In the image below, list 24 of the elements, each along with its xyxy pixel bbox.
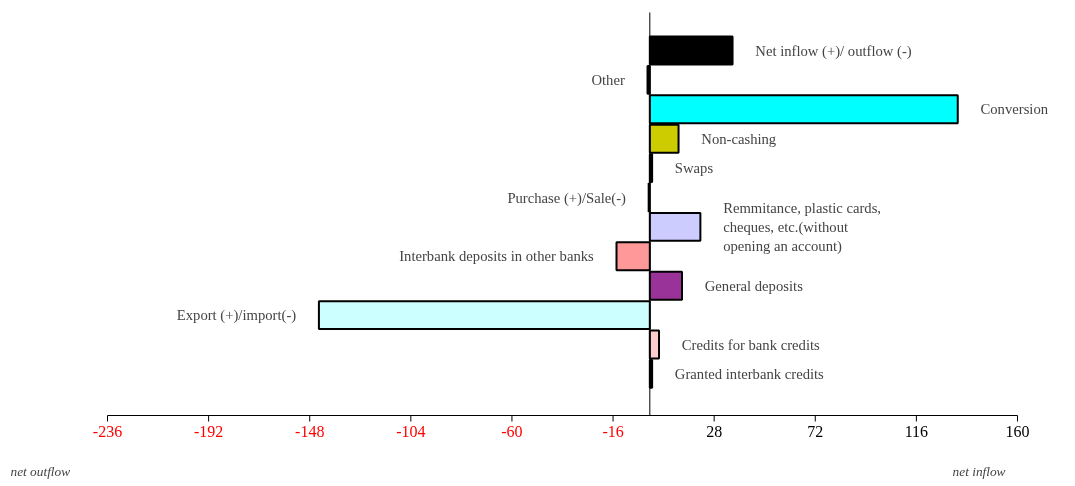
x-tick-label: -60 [501, 422, 523, 440]
text: net inflow [952, 463, 1006, 479]
y-tick-label: Credits for bank credits [681, 336, 821, 353]
x-tick-label: 160 [1005, 422, 1030, 440]
x-tick-label: 72 [807, 422, 824, 440]
x-tick-label: -148 [295, 422, 325, 440]
y-tick-label: Non-cashing [701, 130, 777, 147]
x-tick-label: 116 [904, 422, 929, 440]
y-tick-label: Other [591, 71, 625, 88]
x-tick-label: -236 [92, 422, 123, 440]
y-tick-label: Net inflow (+)/ outflow (-) [755, 42, 912, 60]
y-tick-label: Swaps [674, 160, 714, 177]
x-tick-label: -104 [396, 422, 426, 440]
y-tick-label: Purchase (+)/Sale(-) [507, 189, 627, 207]
x-tick-label: -16 [602, 422, 624, 440]
y-tick-label: General deposits [704, 277, 804, 294]
text: net outflow [10, 463, 71, 479]
y-tick-label: Interbank deposits in other banks [399, 248, 595, 265]
y-tick-label: Conversion [980, 101, 1049, 118]
y-tick-label: Remmitance, plastic cards, cheques, etc.(without opening an account) [723, 199, 882, 256]
y-tick-label: Granted interbank credits [674, 365, 825, 382]
x-tick-label: -192 [193, 422, 224, 440]
y-tick-label: Export (+)/import(-) [176, 307, 297, 325]
x-tick-label: 28 [706, 422, 723, 440]
